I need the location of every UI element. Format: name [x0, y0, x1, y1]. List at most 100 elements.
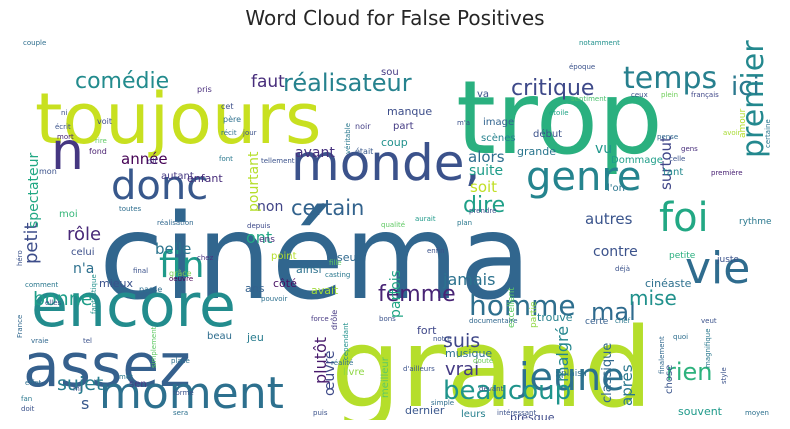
cloud-word: autres [585, 210, 633, 228]
cloud-word: ainsi [296, 263, 322, 276]
cloud-word: mon [39, 167, 57, 176]
cloud-word: meilleur [380, 357, 391, 398]
cloud-word: doute [473, 357, 494, 365]
cloud-word: déjà [615, 265, 630, 273]
cloud-word: mort [57, 133, 74, 141]
cloud-word: trouve [537, 311, 573, 324]
cloud-word: drôle [330, 309, 339, 330]
cloud-word: toutes [119, 205, 142, 213]
cloud-word: récit [221, 129, 237, 137]
cloud-word: cinéaste [645, 277, 692, 290]
cloud-word: met [119, 373, 133, 381]
cloud-word: tel [83, 337, 92, 345]
cloud-word: faut [251, 72, 285, 92]
cloud-word: prendre [469, 207, 497, 215]
cloud-word: moyen [745, 409, 769, 417]
cloud-word: beaucoup [443, 376, 572, 406]
cloud-word: foi [659, 195, 709, 241]
cloud-word: monde, [291, 134, 481, 192]
cloud-word: n'a [73, 261, 95, 277]
cloud-word: sou [381, 67, 399, 78]
cloud-word: non [257, 199, 284, 215]
cloud-word: mal [591, 298, 636, 326]
cloud-word: passe [139, 285, 163, 294]
cloud-word: sen [129, 379, 147, 390]
cloud-word: réalisation [157, 219, 194, 227]
cloud-word: force [311, 315, 329, 323]
cloud-word: jeu [247, 331, 264, 344]
cloud-word: classique [600, 342, 615, 403]
cloud-word: puis [313, 409, 328, 417]
cloud-word: couple [23, 39, 47, 47]
cloud-word: ça [554, 369, 562, 378]
cloud-word: juste [717, 255, 739, 265]
cloud-word: intéressant [497, 409, 537, 417]
cloud-word: forme [173, 389, 194, 397]
cloud-word: suite [469, 163, 504, 179]
cloud-word: grand [331, 304, 653, 420]
cloud-word: comment [25, 281, 59, 289]
cloud-word: plein [661, 91, 679, 99]
cloud-word: va [477, 89, 490, 100]
cloud-word: étoile [549, 109, 569, 117]
word-cloud: cinéma grand trop toujours encore assez monde,… [11, 38, 779, 420]
cloud-word: rien [666, 358, 713, 386]
cloud-word: fin [159, 245, 205, 286]
cloud-word: dernier [405, 404, 445, 417]
cloud-word: qualité [381, 221, 406, 229]
chart-title: Word Cloud for False Positives [245, 6, 545, 30]
cloud-word: ceux [631, 91, 648, 99]
cloud-word: dit [147, 157, 158, 166]
cloud-word: grande [517, 145, 556, 158]
cloud-word: petit [21, 222, 42, 264]
cloud-word: rire [95, 137, 107, 145]
cloud-word: d'ailleurs [403, 365, 435, 373]
cloud-word: Dommage [611, 155, 663, 166]
cloud-word: chose [664, 364, 675, 394]
cloud-word: musique [445, 347, 493, 360]
cloud-word: cet [221, 102, 234, 111]
cloud-word: souvent [678, 405, 722, 418]
cloud-word: notamment [579, 39, 620, 47]
cloud-word: véritable [344, 122, 352, 154]
cloud-word: jour [243, 129, 257, 137]
cloud-word: enfant [187, 172, 223, 185]
cloud-word: critique [511, 76, 595, 101]
cloud-word: époque [569, 63, 596, 71]
cloud-word: rôle [67, 224, 102, 245]
cloud-word: finalement [658, 336, 666, 374]
cloud-word: n [51, 122, 84, 182]
cloud-word: français [691, 91, 719, 99]
cloud-word: celle [669, 155, 686, 163]
cloud-word: font [219, 155, 233, 163]
cloud-word: première [711, 169, 743, 177]
cloud-word: genre [526, 154, 642, 200]
cloud-word: ens [259, 235, 275, 245]
cloud-word: dire [463, 193, 506, 218]
cloud-word: fantastique [90, 274, 98, 314]
cloud-word: ont [246, 228, 273, 247]
cloud-word: jeune [519, 355, 625, 399]
cloud-word: quoi [673, 333, 689, 341]
cloud-word: trop [456, 59, 663, 178]
cloud-word: bons [379, 315, 396, 323]
cloud-word: livre [343, 367, 365, 378]
cloud-word: gens [681, 145, 698, 153]
cloud-word: vrai [445, 359, 480, 380]
cloud-word: chef [615, 317, 631, 325]
cloud-word: mieux [99, 277, 134, 290]
cloud-word: place [171, 357, 190, 365]
cloud-word: suis [443, 330, 481, 352]
cloud-word: partie [529, 301, 539, 329]
cloud-word: côté [273, 277, 297, 290]
cloud-word: style [720, 367, 728, 384]
cloud-word: simplement [150, 326, 158, 368]
cloud-word: plan [457, 219, 473, 227]
cloud-word: devant [479, 385, 504, 393]
cloud-word: documentaire [469, 317, 518, 325]
cloud-word: cinéma [99, 188, 532, 326]
cloud-word: pris [197, 85, 212, 94]
cloud-word: fond [89, 147, 107, 156]
cloud-word: veut [701, 317, 717, 325]
